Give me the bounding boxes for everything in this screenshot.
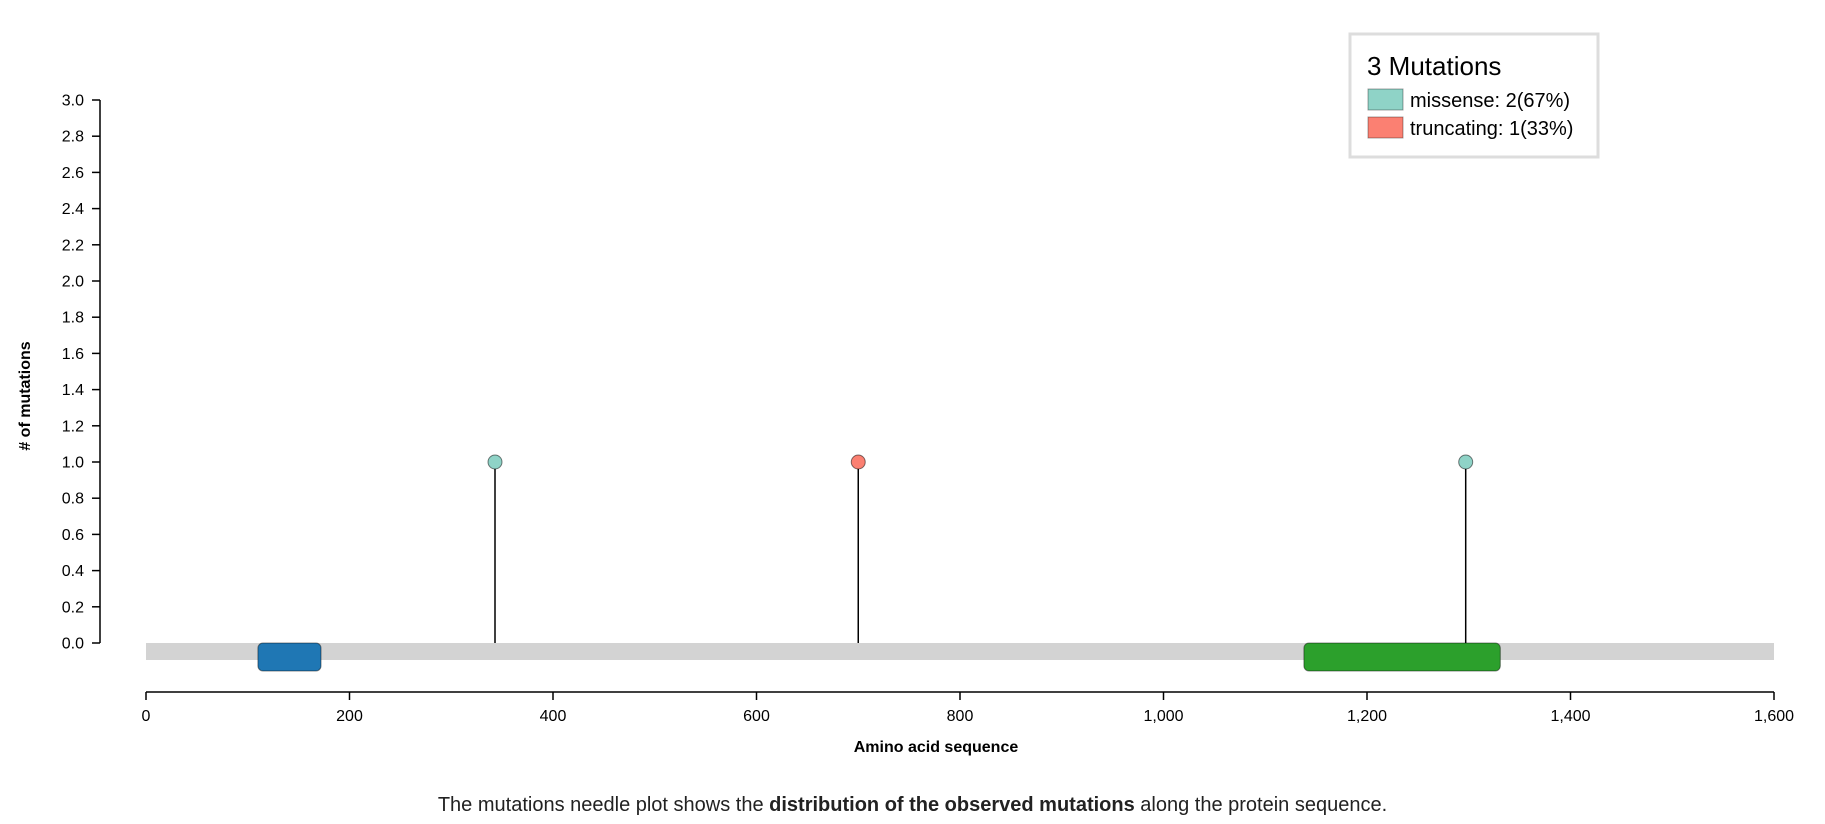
x-axis-title: Amino acid sequence	[854, 739, 1019, 756]
x-tick-label: 1,400	[1550, 708, 1590, 725]
x-tick-label: 400	[540, 708, 567, 725]
x-tick-label: 200	[336, 708, 363, 725]
y-tick-label: 2.4	[62, 201, 84, 218]
needle-heads-layer	[487, 454, 1474, 470]
needles-layer	[494, 462, 1467, 643]
legend-swatch	[1367, 116, 1404, 139]
y-tick-label: 1.8	[62, 310, 84, 327]
protein-backbone-layer	[146, 643, 1774, 660]
x-tick-label: 600	[743, 708, 770, 725]
mutation-head-missense	[487, 454, 503, 470]
domains-layer	[257, 642, 1501, 672]
legend-entries: missense: 2(67%) truncating: 1(33%)	[1367, 88, 1573, 140]
x-tick-label: 1,600	[1754, 708, 1794, 725]
caption-bold: distribution of the observed mutations	[769, 794, 1135, 816]
x-tick-label: 1,000	[1143, 708, 1183, 725]
y-tick-label: 0.0	[62, 636, 84, 653]
legend-swatch	[1367, 88, 1404, 111]
y-tick-label: 1.6	[62, 346, 84, 363]
y-tick-label: 1.0	[62, 455, 84, 472]
y-tick-label: 0.8	[62, 491, 84, 508]
y-axis-title: # of mutations	[17, 341, 34, 450]
x-axis: 0 200 400 600 800 1,000 1,200 1,400 1,600	[142, 691, 1794, 725]
needle-plot: 0.0 0.2 0.4 0.6 0.8 1.0 1.2 1.4 1.6 1.8 2.0 2.2 2.4 2…	[17, 32, 1794, 756]
y-axis: 0.0 0.2 0.4 0.6 0.8 1.0 1.2 1.4 1.6 1.8 2.0 2.2 2.4 2…	[62, 93, 101, 653]
y-tick-label: 2.8	[62, 129, 84, 146]
legend-label: missense: 2(67%)	[1410, 90, 1570, 112]
x-tick-label: 800	[947, 708, 974, 725]
protein-domain	[257, 642, 322, 672]
legend-label: truncating: 1(33%)	[1410, 118, 1573, 140]
y-tick-label: 0.4	[62, 563, 84, 580]
y-tick-label: 1.2	[62, 418, 84, 435]
y-tick-label: 2.2	[62, 237, 84, 254]
y-tick-label: 0.2	[62, 599, 84, 616]
plot-caption: The mutations needle plot shows the dist…	[0, 794, 1825, 817]
caption-suffix: along the protein sequence.	[1134, 794, 1388, 816]
mutation-head-missense	[1458, 454, 1474, 470]
caption-prefix: The mutations needle plot shows the	[437, 794, 770, 816]
y-tick-label: 2.0	[62, 274, 84, 291]
y-tick-label: 3.0	[62, 93, 84, 110]
mutation-head-truncating	[850, 454, 866, 470]
x-tick-label: 0	[142, 708, 151, 725]
legend: 3 Mutations missense: 2(67%) truncating: …	[1348, 32, 1600, 159]
y-tick-label: 0.6	[62, 527, 84, 544]
protein-backbone	[146, 643, 1774, 660]
protein-domain	[1303, 642, 1501, 672]
legend-title: 3 Mutations	[1367, 51, 1501, 81]
x-tick-label: 1,200	[1347, 708, 1387, 725]
y-tick-label: 2.6	[62, 165, 84, 182]
y-tick-label: 1.4	[62, 382, 84, 399]
